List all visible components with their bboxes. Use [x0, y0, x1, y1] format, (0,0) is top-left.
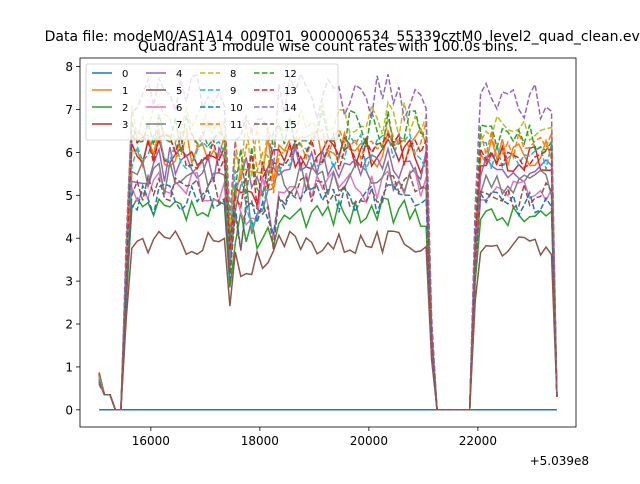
x-tick-label: 20000 — [350, 434, 388, 448]
y-tick-label: 6 — [65, 146, 73, 160]
legend-label: 12 — [284, 69, 297, 80]
legend-label: 15 — [284, 120, 297, 131]
legend-label: 10 — [230, 103, 243, 114]
legend-label: 13 — [284, 86, 297, 97]
series-line-11 — [98, 117, 558, 411]
x-tick-label: 18000 — [241, 434, 279, 448]
y-tick-label: 3 — [65, 275, 73, 289]
y-tick-label: 4 — [65, 232, 73, 246]
legend-label: 0 — [122, 69, 128, 80]
legend-label: 1 — [122, 86, 128, 97]
y-tick-label: 5 — [65, 189, 73, 203]
y-tick-label: 2 — [65, 318, 73, 332]
series-line-15 — [98, 173, 558, 411]
legend-label: 9 — [230, 86, 236, 97]
series-line-5 — [98, 229, 558, 411]
y-tick-label: 7 — [65, 103, 73, 117]
series-layer — [98, 71, 558, 411]
series-line-4 — [98, 145, 558, 411]
legend-label: 14 — [284, 103, 297, 114]
legend-label: 7 — [176, 120, 182, 131]
chart-title: Quadrant 3 module wise count rates with … — [138, 39, 518, 55]
chart-suptitle: Data file: modeM0/AS1A14_009T01_90000065… — [45, 29, 640, 45]
x-tick-label: 22000 — [459, 434, 497, 448]
legend-label: 2 — [122, 103, 128, 114]
legend-label: 3 — [122, 120, 128, 131]
y-tick-label: 0 — [65, 403, 73, 417]
legend-label: 8 — [230, 69, 236, 80]
legend-label: 5 — [176, 86, 182, 97]
y-tick-label: 1 — [65, 360, 73, 374]
plot-frame — [79, 57, 577, 428]
legend-label: 6 — [176, 103, 182, 114]
legend-label: 4 — [176, 69, 182, 80]
legend-frame — [85, 63, 339, 141]
legend-label: 11 — [230, 120, 243, 131]
y-tick-label: 8 — [65, 60, 73, 74]
x-tick-label: 16000 — [132, 434, 170, 448]
x-offset-text: +5.039e8 — [530, 454, 589, 468]
series-line-13 — [98, 131, 558, 411]
